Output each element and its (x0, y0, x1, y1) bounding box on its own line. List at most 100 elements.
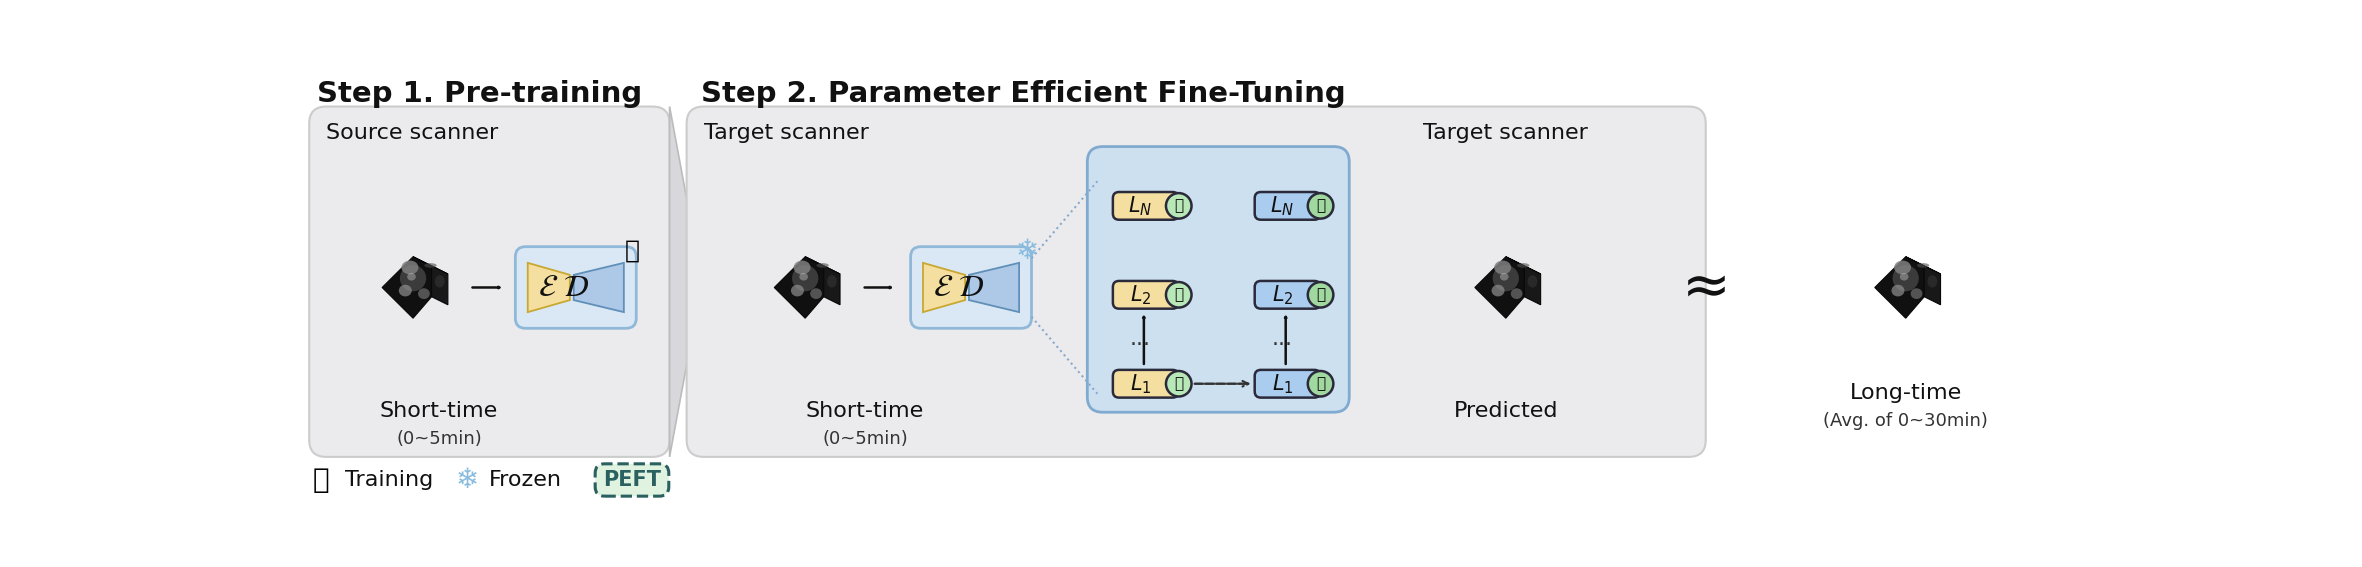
Text: 🔥: 🔥 (624, 239, 640, 263)
Ellipse shape (827, 275, 836, 287)
Ellipse shape (399, 285, 411, 297)
Ellipse shape (1528, 275, 1538, 287)
FancyBboxPatch shape (1113, 192, 1179, 220)
Text: 🔥: 🔥 (1174, 287, 1183, 302)
Text: Step 2. Parameter Efficient Fine-Tuning: Step 2. Parameter Efficient Fine-Tuning (702, 79, 1346, 108)
Ellipse shape (1167, 371, 1190, 396)
Ellipse shape (1516, 263, 1531, 268)
Ellipse shape (1927, 275, 1937, 287)
Ellipse shape (1911, 288, 1923, 299)
Ellipse shape (1490, 285, 1505, 297)
Text: $L_2$: $L_2$ (1271, 283, 1292, 307)
Ellipse shape (1309, 193, 1335, 219)
Polygon shape (1474, 257, 1523, 318)
Polygon shape (413, 257, 449, 274)
FancyBboxPatch shape (687, 107, 1705, 457)
Text: $L_1$: $L_1$ (1129, 372, 1150, 396)
Ellipse shape (1918, 263, 1930, 268)
Polygon shape (574, 263, 624, 312)
FancyBboxPatch shape (1254, 281, 1320, 308)
Ellipse shape (1167, 282, 1190, 307)
Text: $L_2$: $L_2$ (1129, 283, 1150, 307)
Ellipse shape (1512, 288, 1523, 299)
Ellipse shape (425, 263, 437, 268)
Polygon shape (1875, 257, 1925, 318)
Polygon shape (668, 107, 702, 457)
Ellipse shape (791, 265, 817, 291)
Ellipse shape (1899, 273, 1908, 281)
Text: Long-time: Long-time (1849, 383, 1963, 403)
Text: Source scanner: Source scanner (326, 124, 498, 143)
Text: $\mathcal{E}$: $\mathcal{E}$ (539, 273, 557, 302)
Ellipse shape (1309, 282, 1335, 307)
FancyBboxPatch shape (309, 107, 668, 457)
Text: $\mathcal{D}$: $\mathcal{D}$ (562, 273, 588, 302)
Text: (Avg. of 0~30min): (Avg. of 0~30min) (1823, 412, 1989, 430)
Polygon shape (1523, 266, 1540, 305)
Text: 🔥: 🔥 (1316, 287, 1325, 302)
Text: $L_N$: $L_N$ (1129, 194, 1153, 218)
Text: 🔥: 🔥 (1174, 376, 1183, 391)
Ellipse shape (1500, 273, 1509, 281)
Ellipse shape (798, 273, 808, 281)
Polygon shape (1507, 257, 1540, 274)
Polygon shape (968, 263, 1018, 312)
FancyBboxPatch shape (912, 247, 1032, 328)
Text: 🔥: 🔥 (312, 466, 328, 494)
Ellipse shape (794, 261, 810, 274)
Polygon shape (1925, 266, 1942, 305)
Ellipse shape (810, 288, 822, 299)
Text: ❄: ❄ (456, 466, 479, 494)
Polygon shape (775, 257, 824, 318)
Text: 🔥: 🔥 (1316, 198, 1325, 213)
Ellipse shape (406, 273, 416, 281)
Text: Short-time: Short-time (805, 401, 924, 421)
FancyBboxPatch shape (1113, 370, 1179, 397)
FancyBboxPatch shape (1254, 192, 1320, 220)
Text: Predicted: Predicted (1453, 401, 1559, 421)
Text: 🔥: 🔥 (1316, 376, 1325, 391)
Text: $L_N$: $L_N$ (1271, 194, 1294, 218)
Ellipse shape (1892, 265, 1918, 291)
Text: (0~5min): (0~5min) (397, 430, 482, 448)
Polygon shape (383, 257, 432, 318)
Text: $L_1$: $L_1$ (1271, 372, 1292, 396)
Ellipse shape (817, 263, 829, 268)
Ellipse shape (418, 288, 430, 299)
FancyBboxPatch shape (1113, 281, 1179, 308)
Text: Target scanner: Target scanner (704, 124, 869, 143)
FancyBboxPatch shape (595, 464, 668, 496)
FancyBboxPatch shape (1254, 370, 1320, 397)
Ellipse shape (1493, 265, 1519, 291)
Ellipse shape (1309, 371, 1335, 396)
Text: ...: ... (1271, 329, 1292, 349)
Ellipse shape (791, 285, 803, 297)
Text: Short-time: Short-time (380, 401, 498, 421)
Text: (0~5min): (0~5min) (822, 430, 907, 448)
Text: Frozen: Frozen (489, 470, 562, 490)
Text: 🔥: 🔥 (1174, 198, 1183, 213)
Polygon shape (432, 266, 449, 305)
Polygon shape (805, 257, 841, 274)
Text: $\mathcal{D}$: $\mathcal{D}$ (959, 273, 985, 302)
Text: ...: ... (1129, 329, 1150, 349)
Ellipse shape (399, 265, 425, 291)
Text: PEFT: PEFT (602, 470, 661, 490)
Text: Training: Training (345, 470, 432, 490)
Ellipse shape (1894, 261, 1911, 274)
Ellipse shape (1167, 193, 1190, 219)
Text: ❄: ❄ (1016, 237, 1039, 265)
Ellipse shape (402, 261, 418, 274)
FancyBboxPatch shape (1087, 147, 1349, 412)
Polygon shape (1906, 257, 1942, 274)
Polygon shape (924, 263, 966, 312)
FancyBboxPatch shape (515, 247, 635, 328)
Text: Target scanner: Target scanner (1424, 124, 1587, 143)
Text: $\mathcal{E}$: $\mathcal{E}$ (933, 273, 954, 302)
Ellipse shape (1892, 285, 1904, 297)
Polygon shape (824, 266, 841, 305)
Polygon shape (527, 263, 569, 312)
Text: ≈: ≈ (1682, 259, 1731, 316)
Ellipse shape (435, 275, 444, 287)
Ellipse shape (1495, 261, 1512, 274)
